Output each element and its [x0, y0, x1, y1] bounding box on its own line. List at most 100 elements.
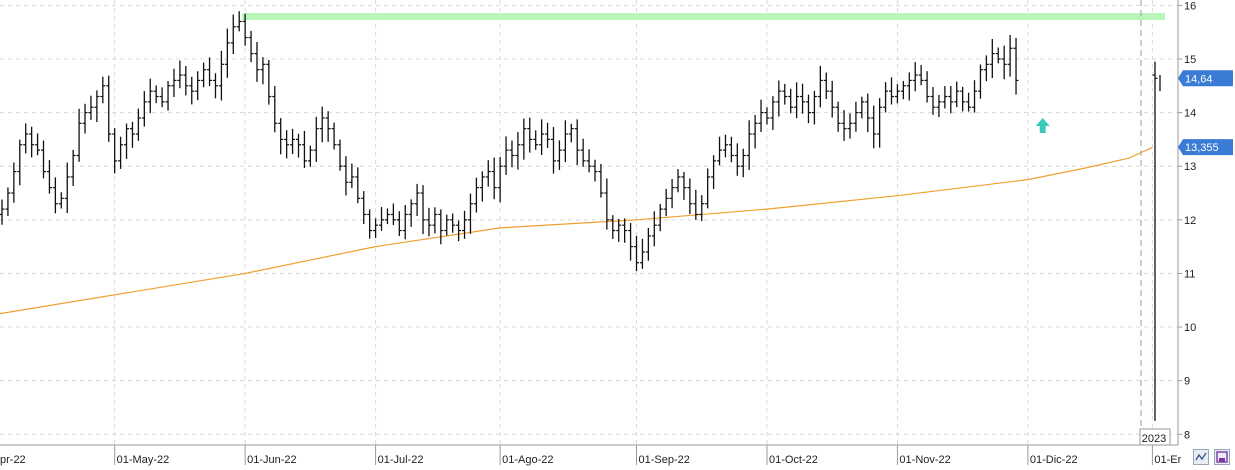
ohlc-bar	[687, 178, 693, 214]
ohlc-bar	[1001, 45, 1007, 80]
ohlc-bar	[17, 139, 23, 186]
ohlc-bar	[331, 122, 337, 150]
save-icon[interactable]	[1214, 449, 1230, 465]
ohlc-bar	[438, 209, 444, 245]
ohlc-bar	[995, 47, 1001, 64]
ohlc-bar	[467, 193, 473, 234]
ohlc-bar	[11, 162, 17, 203]
ohlc-bar	[610, 215, 616, 240]
ohlc-bar	[562, 120, 568, 163]
ohlc-bar	[23, 123, 29, 154]
ohlc-bar	[580, 138, 586, 167]
ohlc-bar	[118, 136, 124, 169]
ohlc-bar	[212, 73, 218, 99]
ohlc-bar	[355, 167, 361, 204]
ohlc-bar	[35, 133, 41, 156]
ohlc-bar	[948, 85, 954, 114]
ohlc-bar	[307, 145, 313, 167]
ohlc-bar	[100, 76, 106, 104]
tick-label-y-15: 15	[1184, 54, 1196, 66]
ohlc-bar	[171, 68, 177, 98]
tick-label-x-6: 01-Oct-22	[769, 454, 818, 466]
tick-label-x-9: 01-Er	[1154, 454, 1181, 466]
ohlc-bar	[112, 128, 118, 174]
ohlc-bar	[954, 81, 960, 108]
ohlc-bar	[361, 191, 367, 224]
ohlc-bar	[788, 88, 794, 114]
ohlc-bar	[201, 62, 207, 88]
tick-label-x-5: 01-Sep-22	[639, 454, 690, 466]
ohlc-bar	[444, 214, 450, 236]
ohlc-bar	[829, 80, 835, 118]
ohlc-bar	[651, 211, 657, 247]
ohlc-bar	[290, 128, 296, 155]
ohlc-bar	[604, 178, 610, 230]
ohlc-bar	[218, 50, 224, 101]
ohlc-bar	[912, 62, 918, 92]
ohlc-bar	[616, 218, 622, 242]
tick-label-y-13: 13	[1184, 161, 1196, 173]
ohlc-bar	[260, 57, 266, 85]
ohlc-bar	[29, 126, 35, 158]
ohlc-bar	[663, 188, 669, 217]
tick-label-x-3: 01-Jul-22	[378, 454, 424, 466]
ohlc-bar	[717, 136, 723, 166]
ohlc-bar	[177, 60, 183, 89]
ohlc-bar	[918, 64, 924, 86]
ohlc-bar	[728, 136, 734, 163]
ohlc-bar	[930, 87, 936, 115]
ohlc-bar	[491, 157, 497, 200]
ohlc-bar	[1007, 34, 1013, 77]
ohlc-bar	[503, 136, 509, 175]
ohlc-bar	[586, 149, 592, 173]
ohlc-bar	[924, 71, 930, 103]
tick-label-y-16: 16	[1184, 0, 1196, 12]
ohlc-bar	[960, 86, 966, 112]
ohlc-bar	[129, 121, 135, 148]
ohlc-bar	[266, 59, 272, 105]
ohlc-bar	[278, 118, 284, 155]
ohlc-bar	[527, 117, 533, 153]
ohlc-bar	[859, 96, 865, 119]
ohlc-bar	[390, 203, 396, 226]
ohlc-bar	[817, 65, 823, 108]
ohlc-bar	[556, 140, 562, 170]
ohlc-bar	[776, 80, 782, 117]
price-tag: 14,64	[1178, 70, 1233, 87]
price-tag: 13,355	[1178, 139, 1233, 156]
ohlc-bar	[58, 192, 64, 209]
ohlc-bar	[568, 123, 574, 143]
ohlc-bar	[645, 227, 651, 261]
ohlc-bar	[159, 87, 165, 108]
ohlc-bar	[230, 14, 236, 55]
ohlc-bar	[705, 168, 711, 209]
ohlc-bar	[254, 41, 260, 82]
tick-label-y-8: 8	[1184, 429, 1190, 441]
price-tag-label: 13,355	[1185, 142, 1219, 154]
tick-label-y-11: 11	[1184, 268, 1195, 280]
ohlc-bar	[592, 159, 598, 182]
ohlc-bar	[657, 203, 663, 232]
ohlc-bar	[539, 119, 545, 155]
ohlc-bar	[598, 163, 604, 198]
up-arrow-icon	[1035, 117, 1050, 133]
tick-label-x-2: 01-Jun-22	[247, 454, 297, 466]
tick-label-y-9: 9	[1184, 376, 1190, 388]
ohlc-bar	[284, 130, 290, 159]
ohlc-bar	[497, 157, 503, 203]
ohlc-bar	[301, 130, 307, 168]
tick-label-x-1: 01-May-22	[117, 454, 170, 466]
ohlc-bar	[966, 92, 972, 112]
ohlc-bar	[634, 235, 640, 272]
tick-label-y-10: 10	[1184, 322, 1196, 334]
ohlc-bar	[699, 195, 705, 222]
zigzag-icon[interactable]	[1193, 449, 1209, 465]
x-axis-ticks: pr-22 01-May-22 01-Jun-22 01-Jul-22 01-Ago-2…	[0, 445, 1182, 466]
ohlc-bar	[46, 160, 52, 194]
ohlc-bar	[207, 57, 213, 87]
price-tag-label: 14,64	[1185, 73, 1213, 85]
ohlc-bar	[384, 208, 390, 225]
ohlc-bar	[628, 222, 634, 261]
ohlc-bar	[165, 80, 171, 111]
